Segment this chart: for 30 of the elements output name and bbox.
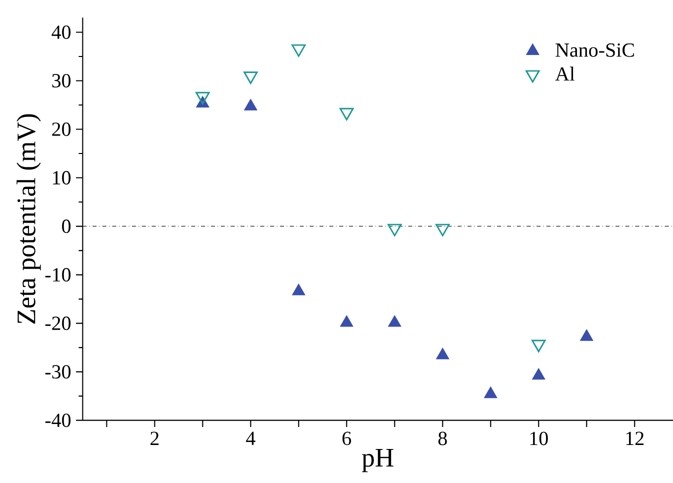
y-tick-label: 10	[53, 171, 71, 185]
point	[580, 329, 594, 341]
x-tick-label: 10	[530, 432, 548, 446]
y-tick-label: 20	[52, 122, 71, 136]
point	[340, 315, 354, 327]
x-tick-label: 2	[150, 432, 159, 445]
x-tick-label: 8	[438, 432, 447, 446]
point	[196, 92, 210, 104]
y-axis-title: Zeta potential (mV)	[16, 114, 41, 324]
point	[292, 284, 306, 296]
y-tick-label: -40	[45, 414, 71, 428]
y-tick-label: -20	[45, 316, 71, 330]
y-tick-label: 40	[52, 25, 71, 39]
y-tick-label: 30	[52, 74, 71, 88]
point	[388, 315, 402, 327]
x-tick-label: 6	[342, 432, 352, 446]
point	[532, 368, 546, 380]
y-tick-label: -30	[45, 365, 71, 379]
x-tick-label: 4	[246, 432, 256, 445]
point	[244, 71, 258, 84]
x-axis-title: pH	[362, 449, 394, 472]
point	[340, 108, 354, 120]
point	[292, 44, 306, 57]
y-tick-label: -10	[45, 268, 71, 282]
y-tick-label: 0	[62, 220, 71, 234]
legend-label: Al	[555, 66, 575, 81]
point	[436, 348, 450, 360]
point	[484, 386, 498, 398]
legend-label: Nano-SiC	[556, 43, 634, 57]
x-tick-label: 12	[626, 432, 644, 445]
